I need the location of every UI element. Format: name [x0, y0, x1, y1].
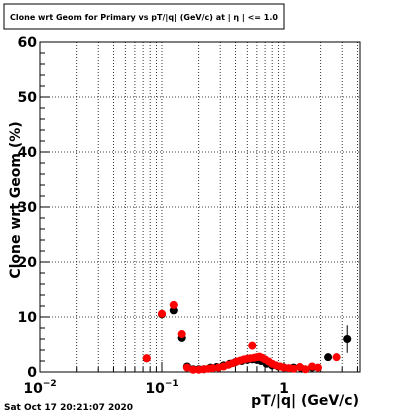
data-point: [324, 353, 333, 362]
series-red: [142, 300, 341, 374]
y-tick-label: 60: [18, 35, 38, 51]
y-axis-label: Clone wrt Geom (%): [8, 121, 24, 278]
y-tick-label: 20: [18, 255, 38, 271]
data-point: [169, 306, 178, 315]
y-tick-label: 40: [18, 145, 38, 161]
data-point: [189, 365, 198, 374]
grid: [40, 42, 360, 372]
data-point: [177, 330, 186, 339]
y-tick-label: 50: [18, 90, 38, 106]
data-point: [169, 300, 178, 309]
data-point: [208, 364, 217, 373]
data-point: [313, 363, 322, 372]
timestamp: Sat Oct 17 20:21:07 2020: [4, 403, 133, 413]
data-point: [289, 364, 298, 373]
chart-title-box: Clone wrt Geom for Primary vs pT/|q| (Ge…: [3, 3, 285, 30]
data-point: [182, 363, 191, 372]
data-point: [157, 309, 166, 318]
data-point: [332, 353, 341, 362]
data-point: [343, 335, 352, 343]
x-tick-label: 10−2: [23, 379, 56, 397]
x-tick-label: 1: [279, 381, 289, 397]
series-layer: [142, 300, 352, 374]
data-point: [301, 365, 310, 374]
chart-title: Clone wrt Geom for Primary vs pT/|q| (Ge…: [10, 13, 278, 22]
y-tick-label: 0: [27, 365, 37, 381]
x-tick-label: 10−1: [145, 379, 178, 397]
data-point: [248, 341, 257, 350]
y-tick-label: 10: [18, 310, 38, 326]
y-tick-label: 30: [18, 200, 38, 216]
x-axis-label: pT/|q| (GeV/c): [251, 393, 359, 409]
data-point: [142, 354, 151, 363]
